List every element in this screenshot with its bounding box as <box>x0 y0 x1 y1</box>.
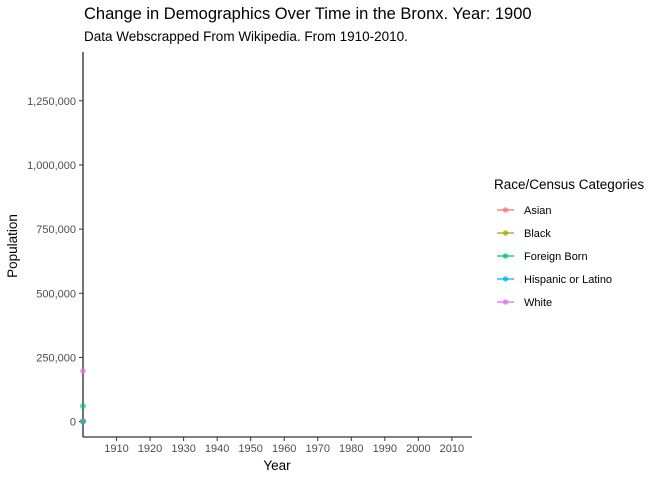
data-point <box>80 418 86 425</box>
x-tick-label: 1950 <box>238 443 262 455</box>
legend-item: Asian <box>497 205 552 217</box>
y-tick-label: 750,000 <box>36 224 76 236</box>
legend: Race/Census Categories Asian Black Foreign… <box>494 177 644 309</box>
chart-subtitle: Data Webscrapped From Wikipedia. From 19… <box>84 29 408 44</box>
x-tick-label: 1980 <box>339 443 363 455</box>
y-tick-label: 250,000 <box>36 352 76 364</box>
legend-item: Hispanic or Latino <box>497 274 612 286</box>
data-point <box>80 368 86 375</box>
chart-title: Change in Demographics Over Time in the … <box>84 5 532 23</box>
legend-key-dot <box>502 299 509 305</box>
legend-item: Black <box>497 228 551 240</box>
legend-label: Black <box>524 228 551 240</box>
x-tick-label: 1920 <box>138 443 162 455</box>
x-tick-label: 2000 <box>406 443 430 455</box>
x-tick-label: 1940 <box>205 443 229 455</box>
data-points <box>80 368 86 425</box>
legend-key-dot <box>502 207 509 213</box>
x-axis-title: Year <box>263 458 291 473</box>
data-point <box>80 402 86 409</box>
legend-label: Foreign Born <box>524 251 588 263</box>
y-axis-title: Population <box>5 214 20 278</box>
legend-key-dot <box>502 253 509 259</box>
y-axis: 0 250,000 500,000 750,000 1,000,000 1,250,000 <box>27 52 84 437</box>
x-axis: 1910 1920 1930 1940 1950 1960 1970 1980 1990 2000… <box>83 436 472 455</box>
x-tick-label: 1960 <box>272 443 296 455</box>
x-tick-label: 1910 <box>104 443 128 455</box>
legend-key-dot <box>502 230 509 236</box>
y-tick-label: 0 <box>70 417 76 429</box>
legend-item: White <box>497 297 552 309</box>
x-tick-label: 2010 <box>440 443 464 455</box>
legend-label: White <box>524 297 552 309</box>
y-tick-label: 1,250,000 <box>27 96 76 108</box>
y-tick-label: 1,000,000 <box>27 160 76 172</box>
legend-item: Foreign Born <box>497 251 588 263</box>
x-tick-label: 1970 <box>305 443 329 455</box>
legend-key-dot <box>502 276 509 282</box>
legend-label: Hispanic or Latino <box>524 274 612 286</box>
legend-title: Race/Census Categories <box>494 177 644 192</box>
x-tick-label: 1990 <box>373 443 397 455</box>
legend-label: Asian <box>524 205 552 217</box>
y-tick-label: 500,000 <box>36 288 76 300</box>
x-tick-label: 1930 <box>171 443 195 455</box>
